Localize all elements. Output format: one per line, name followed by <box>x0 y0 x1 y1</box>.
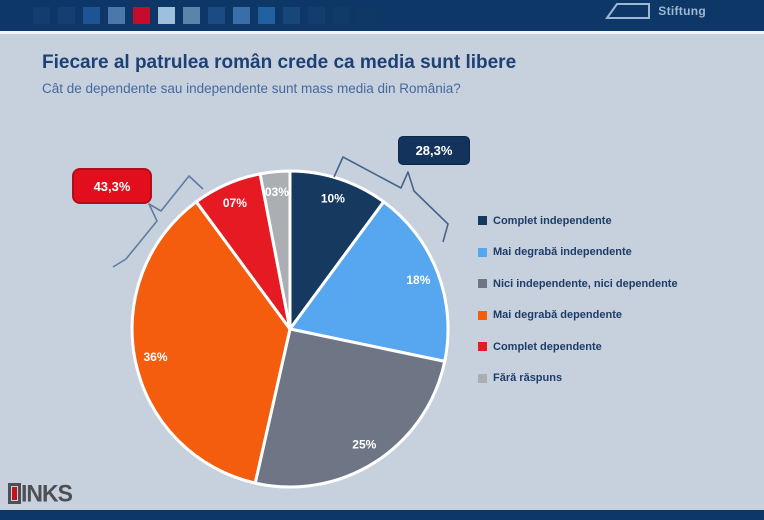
legend-marker <box>478 216 487 225</box>
mosaic-square <box>133 7 150 24</box>
pie-slices <box>130 169 450 489</box>
brand-text: Stiftung <box>658 4 706 18</box>
legend-item: Nici independente, nici dependente <box>478 275 678 292</box>
mosaic-square <box>83 7 100 24</box>
links-logo-l-glyph <box>8 483 21 504</box>
legend-marker <box>478 310 487 320</box>
links-logo-text: INKS <box>21 479 73 507</box>
slice-value-label: 07% <box>223 196 247 210</box>
mosaic-square <box>308 7 325 24</box>
bracket-dependente <box>112 175 204 268</box>
mosaic-square <box>158 7 175 24</box>
mosaic-square <box>183 7 200 24</box>
page-title: Fiecare al patrulea român crede ca media… <box>42 52 517 73</box>
legend-item: Complet dependente <box>478 338 678 355</box>
bracket-independente <box>333 156 449 243</box>
page-subtitle: Cât de dependente sau independente sunt … <box>42 81 461 96</box>
legend-marker <box>478 342 487 351</box>
legend-item: Fără răspuns <box>478 370 678 387</box>
mosaic-square <box>58 7 75 24</box>
header-divider <box>0 31 764 34</box>
callout-independente: 28,3% <box>398 136 470 165</box>
slice-value-label: 25% <box>352 438 376 452</box>
legend-item: Complet independente <box>478 212 678 229</box>
pie-slice-6 <box>258 169 292 331</box>
mosaic-square <box>283 7 300 24</box>
legend-label: Fără răspuns <box>493 372 563 384</box>
mosaic-square <box>33 7 50 24</box>
slice-value-label: 18% <box>406 273 430 287</box>
legend-item: Mai degrabă independente <box>478 244 678 261</box>
stiftung-logo-icon <box>605 3 651 19</box>
mosaic-square <box>258 7 275 24</box>
callout-dependente: 43,3% <box>72 168 152 204</box>
legend-label: Complet dependente <box>493 340 602 353</box>
legend-label: Mai degrabă dependente <box>493 309 622 321</box>
slice-value-label: 10% <box>321 191 345 205</box>
legend-label: Mai degrabă independente <box>493 246 632 258</box>
links-logo: INKS <box>8 479 73 507</box>
pie-labels: 10% 18% 25% 36% 07% 03% <box>143 185 430 451</box>
mosaic-square <box>333 7 350 24</box>
slice-value-label: 36% <box>143 350 167 364</box>
mosaic-square <box>208 7 225 24</box>
pie-slice-4 <box>130 200 292 485</box>
slice-value-label: 03% <box>265 185 289 199</box>
chart-legend: Complet independente Mai degrabă independ… <box>478 212 678 387</box>
mosaic-square <box>358 7 375 24</box>
mosaic-square <box>108 7 125 24</box>
bottom-bar <box>0 510 764 520</box>
pie-slice-3 <box>253 327 447 489</box>
top-bar: Stiftung <box>0 0 764 31</box>
legend-marker <box>478 373 487 383</box>
legend-label: Complet independente <box>493 214 612 227</box>
pie-slice-1 <box>288 169 386 331</box>
brand-logo: Stiftung <box>605 2 706 20</box>
pie-slice-2 <box>288 200 450 363</box>
header-mosaic <box>33 7 375 24</box>
mosaic-square <box>233 7 250 24</box>
legend-marker <box>478 279 487 288</box>
legend-marker <box>478 247 487 257</box>
legend-item: Mai degrabă dependente <box>478 307 678 324</box>
links-logo-red-square <box>12 487 17 500</box>
legend-label: Nici independente, nici dependente <box>493 277 678 290</box>
